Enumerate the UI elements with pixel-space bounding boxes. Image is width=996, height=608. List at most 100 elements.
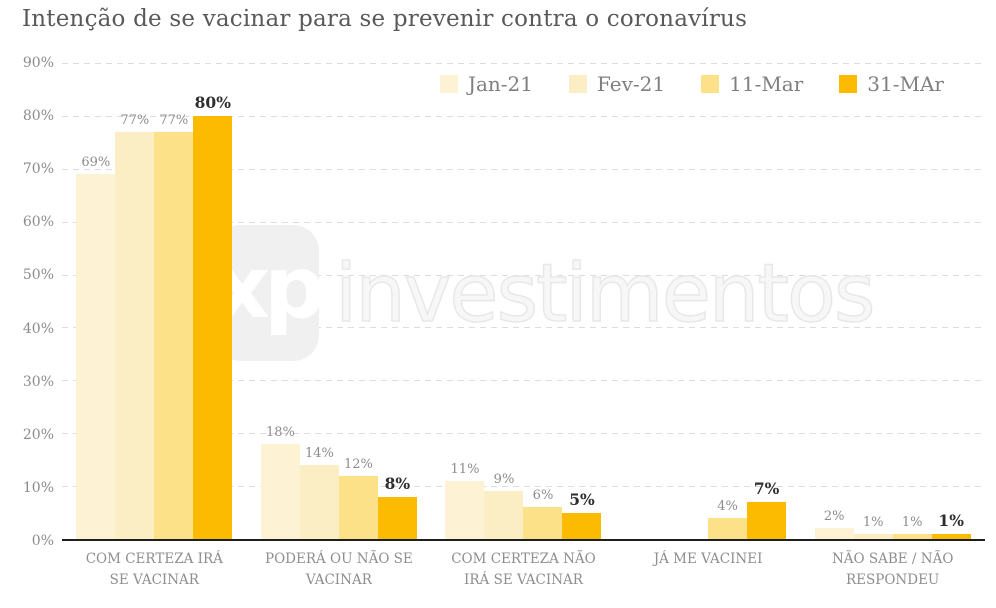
bar-slot: 69% xyxy=(76,63,116,539)
bar-11-Mar xyxy=(708,517,748,539)
bar-group: 18% 14% 12% 8% xyxy=(247,63,432,539)
bar-slot xyxy=(630,63,669,539)
bar-slot: 1% xyxy=(892,63,932,539)
bar-Jan-21 xyxy=(445,480,485,539)
bar-31-MAr xyxy=(931,533,971,539)
value-label: 11% xyxy=(450,461,480,477)
bar-slot: 7% xyxy=(747,63,787,539)
legend-label: Jan-21 xyxy=(467,72,533,96)
legend-item-Jan-21: Jan-21 xyxy=(439,72,533,96)
bar-11-Mar xyxy=(892,533,932,539)
value-label: 8% xyxy=(384,473,411,493)
value-label: 77% xyxy=(120,112,150,128)
bar-Fev-21 xyxy=(853,533,893,539)
gridlines xyxy=(62,63,985,539)
value-label: 1% xyxy=(938,510,964,530)
value-label: 2% xyxy=(823,509,845,525)
bar-group: 69% 77% 77% 80% xyxy=(62,63,247,539)
gridline xyxy=(62,63,985,64)
bar-slot: 1% xyxy=(931,63,971,539)
y-tick-label: 70% xyxy=(22,161,54,178)
legend-swatch xyxy=(839,75,858,93)
value-label: 80% xyxy=(194,92,231,112)
legend-swatch xyxy=(439,75,458,93)
bar-slot: 11% xyxy=(445,63,485,539)
category-label: JÁ ME VACINEI xyxy=(653,551,763,567)
y-tick-label: 0% xyxy=(31,533,54,549)
y-axis: 90% 80% 70% 60% 50% 40% 30% 20% 10% 0% xyxy=(0,55,54,549)
bar-slot: 14% xyxy=(299,63,339,539)
bar-slot: 77% xyxy=(115,63,155,539)
bar-slot: 2% xyxy=(814,63,854,539)
category-label: PODERÁ OU NÃO SE VACINAR xyxy=(264,551,413,588)
value-label: 69% xyxy=(81,155,111,171)
bar-slot: 6% xyxy=(523,63,563,539)
y-tick-label: 30% xyxy=(22,373,54,390)
legend-swatch xyxy=(701,75,720,93)
xp-logo: xp xyxy=(214,225,326,361)
value-label: 77% xyxy=(159,112,189,128)
value-label: 4% xyxy=(717,498,738,514)
legend-label: 11-Mar xyxy=(729,72,804,96)
y-tick-label: 40% xyxy=(22,320,54,337)
value-label: 6% xyxy=(532,488,554,504)
value-label: 12% xyxy=(343,456,373,472)
gridline xyxy=(62,115,985,117)
category-labels: COM CERTEZA IRÁ SE VACINAR PODERÁ OU NÃO … xyxy=(62,549,985,591)
bar-11-Mar xyxy=(154,131,194,539)
bar-Fev-21 xyxy=(115,131,155,539)
bar-slot: 8% xyxy=(377,63,417,539)
plot-area: xp investimentos 69% 77% 77% 80% 18% 14% 12% 8%… xyxy=(62,63,985,541)
bar-group: 2% 1% 1% 1% xyxy=(800,63,985,539)
value-label: 14% xyxy=(304,445,334,461)
gridline xyxy=(62,433,985,435)
chart-title: Intenção de se vacinar para se prevenir … xyxy=(22,6,748,32)
legend: Jan-21 Fev-21 11-Mar 31-MAr xyxy=(439,72,944,96)
watermark-text: investimentos xyxy=(334,246,876,341)
watermark: xp investimentos xyxy=(214,225,876,361)
bar-groups: 69% 77% 77% 80% 18% 14% 12% 8% 11% 9% 6% 5% 4% 7% 2% 1%… xyxy=(62,63,985,539)
bar-Jan-21 xyxy=(814,528,854,539)
y-tick-label: 80% xyxy=(22,108,54,125)
legend-label: Fev-21 xyxy=(597,72,666,96)
xp-logo-text: xp xyxy=(214,238,325,338)
bar-11-Mar xyxy=(338,475,378,539)
bar-31-MAr xyxy=(377,496,417,539)
bar-11-Mar xyxy=(523,507,563,539)
value-label: 5% xyxy=(569,489,595,509)
bar-slot: 18% xyxy=(260,63,300,539)
bar-slot: 12% xyxy=(338,63,378,539)
bar-slot: 5% xyxy=(562,63,602,539)
gridline xyxy=(62,327,985,329)
bar-slot: 1% xyxy=(853,63,893,539)
category-label: NÃO SABE / NÃO RESPONDEU xyxy=(831,551,954,588)
bar-31-MAr xyxy=(562,512,602,539)
bar-slot: 4% xyxy=(708,63,748,539)
legend-item-Fev-21: Fev-21 xyxy=(569,72,665,96)
value-label: 18% xyxy=(265,424,295,440)
y-tick-label: 50% xyxy=(22,267,54,284)
gridline xyxy=(62,274,985,276)
bar-slot: 77% xyxy=(154,63,194,539)
gridline xyxy=(62,486,985,488)
y-tick-label: 10% xyxy=(22,479,54,496)
category-label: COM CERTEZA IRÁ SE VACINAR xyxy=(85,551,223,588)
legend-item-11-Mar: 11-Mar xyxy=(701,72,803,96)
bar-group: 11% 9% 6% 5% xyxy=(431,63,616,539)
value-label: 1% xyxy=(862,514,884,530)
bar-slot: 9% xyxy=(484,63,524,539)
bar-31-MAr xyxy=(747,501,787,539)
gridline xyxy=(62,380,985,382)
bar-Jan-21 xyxy=(76,174,116,539)
legend-swatch xyxy=(569,75,587,93)
gridline xyxy=(62,168,985,170)
category-label: COM CERTEZA NÃO IRÁ SE VACINAR xyxy=(451,551,596,588)
bar-Fev-21 xyxy=(484,491,524,539)
y-tick-label: 60% xyxy=(22,214,54,231)
bar-Fev-21 xyxy=(299,464,339,539)
bar-group: 4% 7% xyxy=(616,63,801,539)
bar-slot xyxy=(669,63,708,539)
value-label: 1% xyxy=(901,514,923,530)
bar-slot: 80% xyxy=(193,63,233,539)
legend-item-31-MAr: 31-MAr xyxy=(839,72,944,96)
